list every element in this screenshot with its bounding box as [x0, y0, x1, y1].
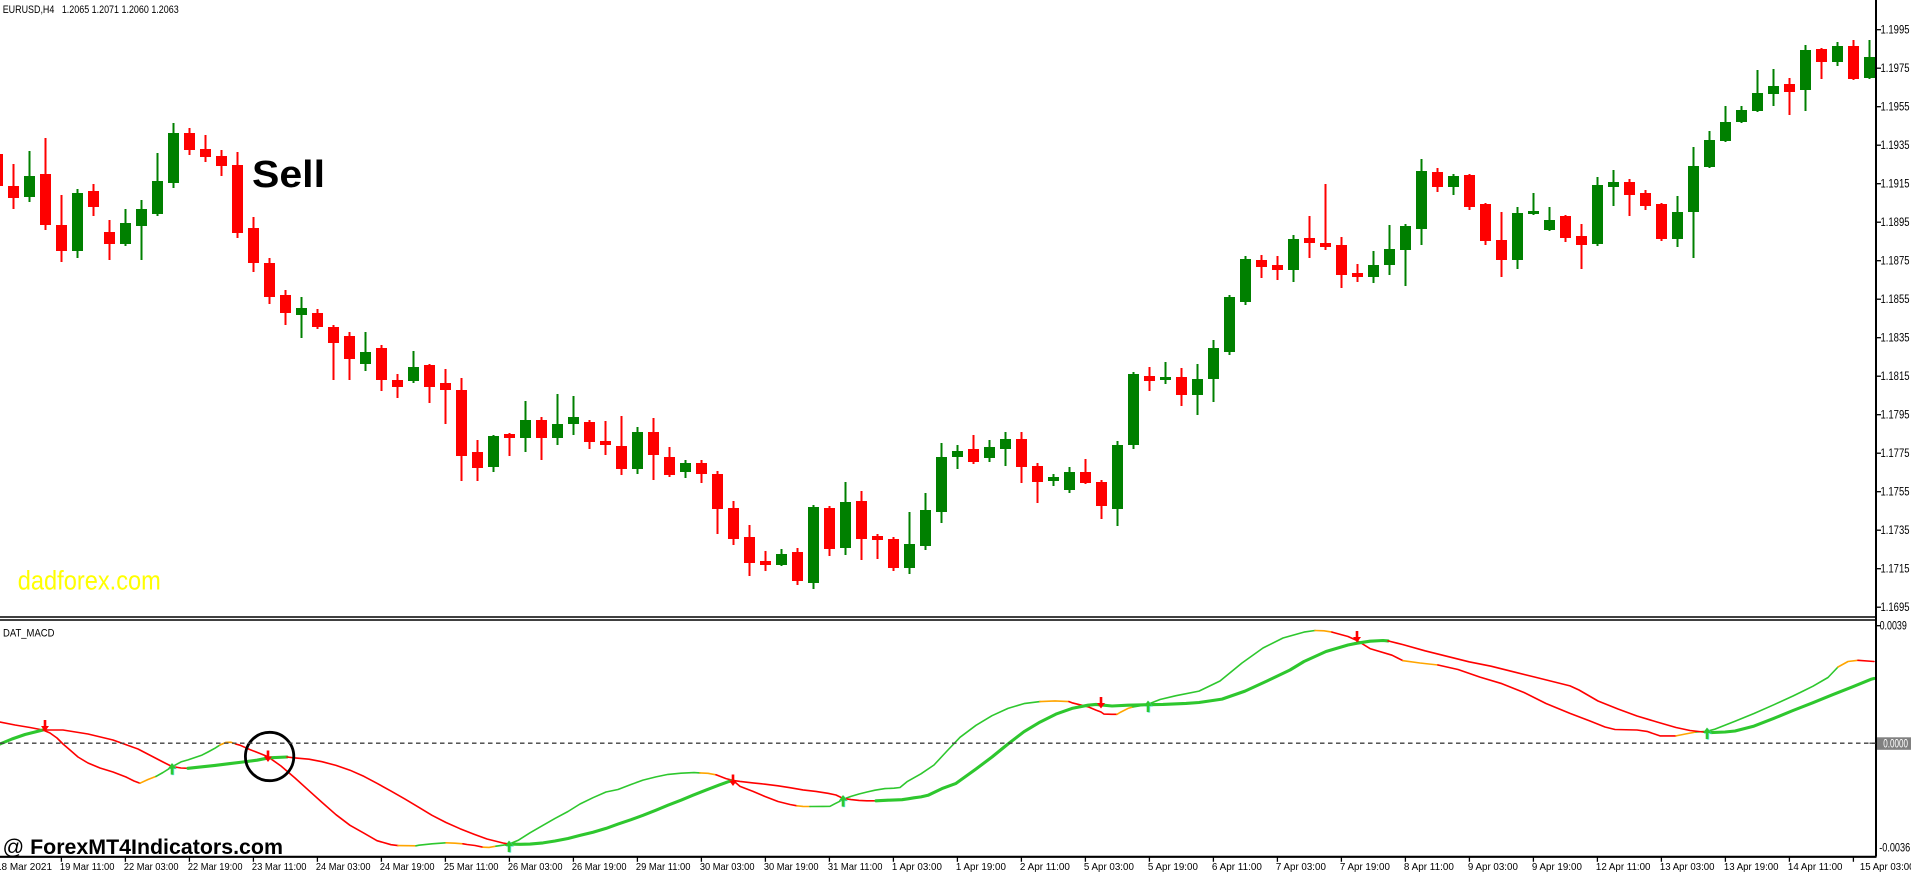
svg-text:5 Apr 19:00: 5 Apr 19:00: [1148, 862, 1198, 873]
svg-text:DAT_MACD: DAT_MACD: [3, 627, 55, 639]
svg-text:5 Apr 03:00: 5 Apr 03:00: [1084, 862, 1134, 873]
svg-text:1.1735: 1.1735: [1881, 525, 1910, 537]
svg-text:30 Mar 03:00: 30 Mar 03:00: [700, 862, 755, 873]
svg-text:9 Apr 19:00: 9 Apr 19:00: [1532, 862, 1582, 873]
svg-text:31 Mar 11:00: 31 Mar 11:00: [828, 862, 883, 873]
svg-text:13 Apr 19:00: 13 Apr 19:00: [1724, 862, 1779, 873]
svg-text:7 Apr 19:00: 7 Apr 19:00: [1340, 862, 1390, 873]
svg-text:12 Apr 11:00: 12 Apr 11:00: [1596, 862, 1651, 873]
svg-text:1.1755: 1.1755: [1881, 487, 1910, 499]
svg-text:22 Mar 03:00: 22 Mar 03:00: [124, 862, 179, 873]
svg-text:0.0039: 0.0039: [1880, 621, 1907, 633]
svg-text:15 Apr 03:00: 15 Apr 03:00: [1860, 862, 1911, 873]
svg-text:1 Apr 19:00: 1 Apr 19:00: [956, 862, 1006, 873]
svg-text:1.1795: 1.1795: [1881, 410, 1910, 422]
svg-text:23 Mar 11:00: 23 Mar 11:00: [252, 862, 307, 873]
svg-text:24 Mar 19:00: 24 Mar 19:00: [380, 862, 435, 873]
svg-text:1.1695: 1.1695: [1881, 602, 1910, 614]
svg-text:25 Mar 11:00: 25 Mar 11:00: [444, 862, 499, 873]
svg-text:1.1955: 1.1955: [1881, 102, 1910, 114]
svg-text:26 Mar 19:00: 26 Mar 19:00: [572, 862, 627, 873]
svg-text:1.1995: 1.1995: [1881, 25, 1910, 37]
svg-text:30 Mar 19:00: 30 Mar 19:00: [764, 862, 819, 873]
svg-text:Sell: Sell: [252, 154, 325, 196]
svg-text:7 Apr 03:00: 7 Apr 03:00: [1276, 862, 1326, 873]
svg-text:1.1855: 1.1855: [1881, 294, 1910, 306]
svg-text:1 Apr 03:00: 1 Apr 03:00: [892, 862, 942, 873]
svg-text:dadforex.com: dadforex.com: [18, 566, 161, 596]
svg-text:29 Mar 11:00: 29 Mar 11:00: [636, 862, 691, 873]
svg-text:8 Apr 11:00: 8 Apr 11:00: [1404, 862, 1454, 873]
svg-text:1.1715: 1.1715: [1881, 564, 1910, 576]
svg-text:19 Mar 11:00: 19 Mar 11:00: [60, 862, 115, 873]
svg-text:1.1915: 1.1915: [1881, 179, 1910, 191]
svg-text:0.0000: 0.0000: [1883, 738, 1908, 750]
svg-text:18 Mar 2021: 18 Mar 2021: [0, 862, 52, 873]
svg-text:24 Mar 03:00: 24 Mar 03:00: [316, 862, 371, 873]
svg-text:13 Apr 03:00: 13 Apr 03:00: [1660, 862, 1715, 873]
svg-text:1.1775: 1.1775: [1881, 448, 1910, 460]
svg-text:1.1815: 1.1815: [1881, 371, 1910, 383]
svg-text:EURUSD,H4 1.2065 1.2071 1.20: EURUSD,H4 1.2065 1.2071 1.2060 1.2063: [3, 4, 179, 16]
svg-text:26 Mar 03:00: 26 Mar 03:00: [508, 862, 563, 873]
svg-text:1.1895: 1.1895: [1881, 217, 1910, 229]
svg-text:1.1975: 1.1975: [1881, 63, 1910, 75]
svg-text:2 Apr 11:00: 2 Apr 11:00: [1020, 862, 1070, 873]
svg-text:1.1835: 1.1835: [1881, 333, 1910, 345]
svg-text:6 Apr 11:00: 6 Apr 11:00: [1212, 862, 1262, 873]
svg-text:1.1935: 1.1935: [1881, 140, 1910, 152]
svg-text:-0.0036: -0.0036: [1879, 843, 1910, 855]
svg-text:@ ForexMT4Indicators.com: @ ForexMT4Indicators.com: [3, 835, 284, 859]
svg-text:22 Mar 19:00: 22 Mar 19:00: [188, 862, 243, 873]
svg-text:14 Apr 11:00: 14 Apr 11:00: [1788, 862, 1843, 873]
svg-text:9 Apr 03:00: 9 Apr 03:00: [1468, 862, 1518, 873]
svg-text:1.1875: 1.1875: [1881, 256, 1910, 268]
